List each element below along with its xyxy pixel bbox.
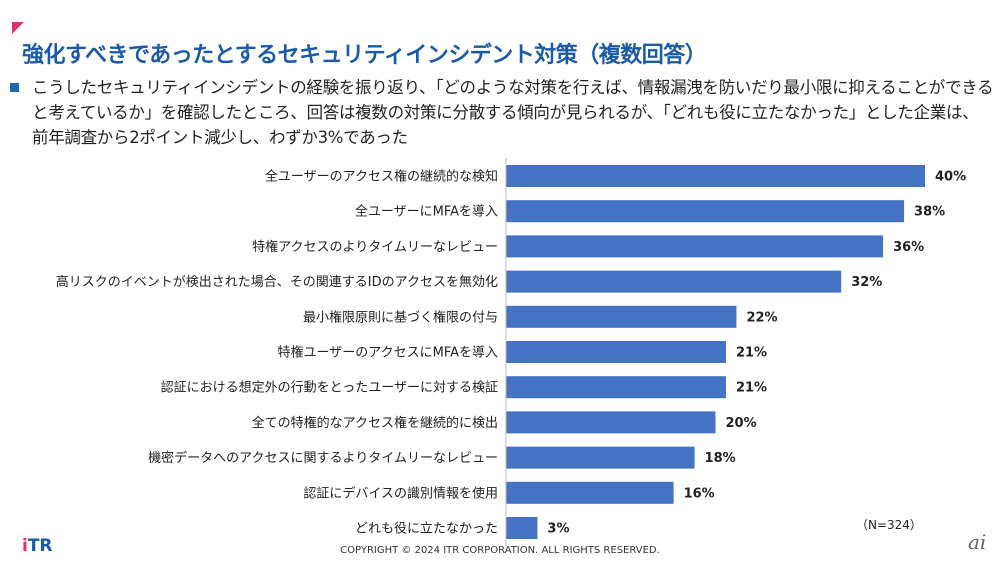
value-label: 32% xyxy=(851,275,882,290)
category-label: 全ユーザーのアクセス権の継続的な検知 xyxy=(265,169,498,185)
copyright: COPYRIGHT © 2024 ITR CORPORATION. ALL RI… xyxy=(340,545,660,556)
value-label: 18% xyxy=(705,451,736,466)
bar xyxy=(506,341,726,363)
category-label: 全ユーザーにMFAを導入 xyxy=(355,204,498,220)
page-title: 強化すべきであったとするセキュリティインシデント対策（複数回答） xyxy=(22,43,707,68)
itr-logo: iTR xyxy=(22,536,53,556)
bar xyxy=(506,270,842,293)
category-label: 高リスクのイベントが検出された場合、その関連するIDのアクセスを無効化 xyxy=(56,274,498,290)
category-label: 特権ユーザーのアクセスにMFAを導入 xyxy=(278,345,498,361)
bar xyxy=(506,411,716,434)
bar xyxy=(506,517,538,539)
value-label: 20% xyxy=(726,416,757,431)
bar xyxy=(506,165,925,187)
value-label: 16% xyxy=(684,486,715,501)
watermark-logo: ai xyxy=(968,530,987,554)
bullet-icon xyxy=(10,83,19,92)
value-label: 21% xyxy=(736,346,767,361)
logo-i: i xyxy=(22,536,28,556)
category-label: 特権アクセスのよりタイムリーなレビュー xyxy=(252,239,498,255)
category-label: どれも役に立たなかった xyxy=(355,522,498,537)
description: こうしたセキュリティインシデントの経験を振り返り、「どのような対策を行えば、情報… xyxy=(32,78,994,147)
bar xyxy=(506,305,737,328)
bar xyxy=(506,200,905,223)
value-label: 21% xyxy=(736,381,767,396)
value-label: 36% xyxy=(893,240,924,255)
category-label: 認証にデバイスの識別情報を使用 xyxy=(303,485,498,501)
bar xyxy=(506,446,695,469)
sample-size: （N=324） xyxy=(856,518,922,532)
category-label: 最小権限原則に基づく権限の付与 xyxy=(303,309,498,325)
bar xyxy=(506,376,726,399)
value-label: 22% xyxy=(746,310,777,325)
accent-flag xyxy=(12,22,24,34)
category-label: 機密データへのアクセスに関するよりタイムリーなレビュー xyxy=(148,450,498,466)
category-label: 全ての特権的なアクセス権を継続的に検出 xyxy=(252,415,498,431)
value-label: 40% xyxy=(935,170,966,185)
value-label: 3% xyxy=(547,522,569,537)
bar xyxy=(506,481,674,504)
value-label: 38% xyxy=(914,205,945,220)
logo-rest: TR xyxy=(27,536,53,556)
bar xyxy=(506,235,884,258)
category-label: 認証における想定外の行動をとったユーザーに対する検証 xyxy=(161,380,498,396)
